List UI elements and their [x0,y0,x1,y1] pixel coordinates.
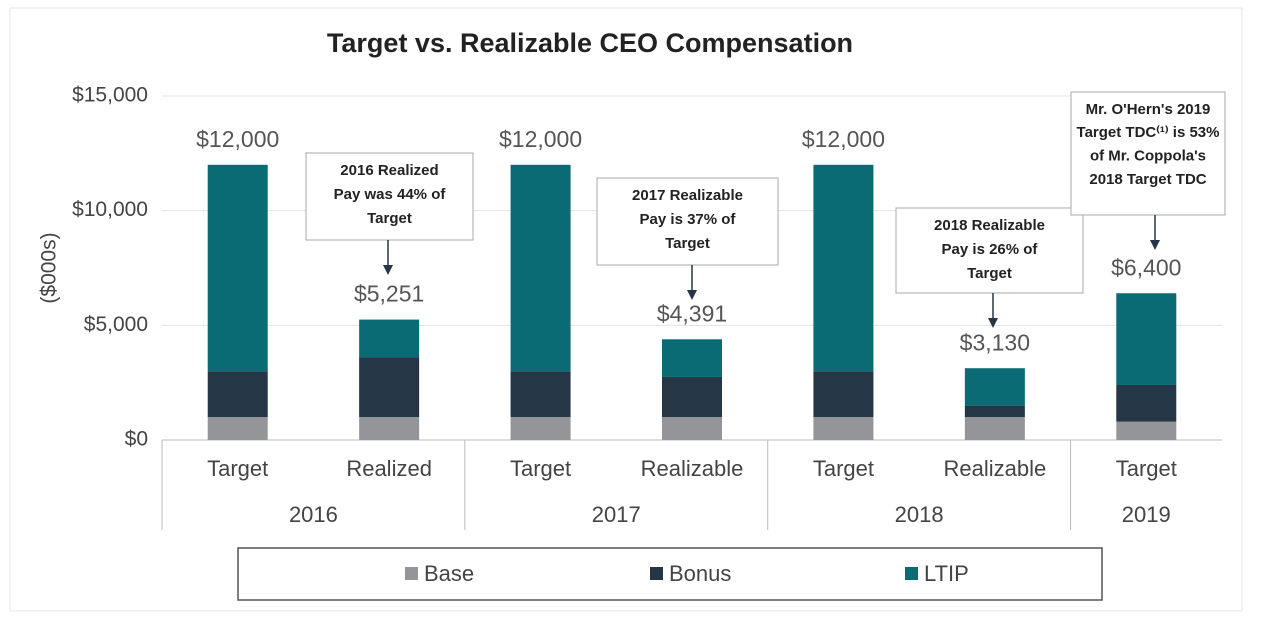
annotation-text: Target [665,235,710,252]
total-label: $12,000 [499,126,582,152]
bar-segment [964,417,1025,440]
x-tick-label: Target [1116,456,1177,481]
annotation-text: Mr. O'Hern's 2019 [1086,101,1211,118]
x-tick-label: Realized [346,456,432,481]
bar-segment [510,164,571,372]
bar-segment [359,319,420,358]
legend-label: Bonus [669,561,731,586]
annotation-box [1070,91,1226,216]
bar-segment [1116,293,1177,385]
bar-segment [207,164,268,372]
x-tick-label: Realizable [943,456,1046,481]
bar-segment [813,164,874,372]
x-tick-label: Target [510,456,571,481]
total-label: $6,400 [1111,254,1181,280]
group-label: 2017 [592,502,641,527]
bar-segment [359,357,420,418]
annotation-text: Pay is 37% of [640,211,737,228]
arrow-head [988,318,998,328]
legend-label: LTIP [924,561,969,586]
bar-segment [510,417,571,440]
total-label: $4,391 [657,300,727,326]
group-label: 2016 [289,502,338,527]
bar-segment [1116,421,1177,440]
x-tick-label: Target [813,456,874,481]
annotation-box [596,177,779,266]
total-label: $12,000 [802,126,885,152]
annotation-text: Target TDC⁽¹⁾ is 53% [1077,124,1220,141]
bar-segment [207,417,268,440]
annotation-text: 2018 Target TDC [1089,171,1206,188]
legend-swatch [905,567,918,580]
annotation-text: 2018 Realizable [934,217,1045,234]
bar-segment [662,339,722,377]
y-tick-label: $10,000 [72,198,148,221]
y-tick-label: $15,000 [72,84,148,107]
legend-label: Base [424,561,474,586]
arrow-head [1150,240,1160,250]
group-label: 2018 [895,502,944,527]
annotation-text: Pay was 44% of [334,186,447,203]
annotation-box [305,152,474,241]
total-label: $5,251 [354,281,424,307]
annotation-box [895,207,1084,294]
arrow-head [383,265,393,275]
annotation-text: Target [367,210,412,227]
chart-title: Target vs. Realizable CEO Compensation [327,28,853,58]
group-label: 2019 [1122,502,1171,527]
bar-segment [510,371,571,418]
bar-segment [813,371,874,418]
bar-segment [964,368,1025,406]
frame [9,7,1243,612]
total-label: $12,000 [196,126,279,152]
legend-swatch [650,567,663,580]
bar-segment [1116,384,1177,422]
bar-segment [662,417,722,440]
y-tick-label: $0 [125,428,148,451]
y-tick-label: $5,000 [84,313,148,336]
legend [237,547,1103,601]
legend-swatch [405,567,418,580]
annotation-text: Pay is 26% of [942,241,1039,258]
x-tick-label: Target [207,456,268,481]
annotation-text: 2016 Realized [340,162,438,179]
arrow-head [687,290,697,300]
bar-segment [813,417,874,440]
bar-segment [207,371,268,418]
annotation-text: 2017 Realizable [632,187,743,204]
y-axis-label: ($000s) [38,232,61,303]
annotation-text: of Mr. Coppola's [1090,148,1206,165]
total-label: $3,130 [960,329,1030,355]
bar-segment [359,417,420,440]
bar-segment [964,405,1025,418]
x-tick-label: Realizable [641,456,744,481]
annotation-text: Target [967,265,1012,282]
bar-segment [662,376,722,418]
